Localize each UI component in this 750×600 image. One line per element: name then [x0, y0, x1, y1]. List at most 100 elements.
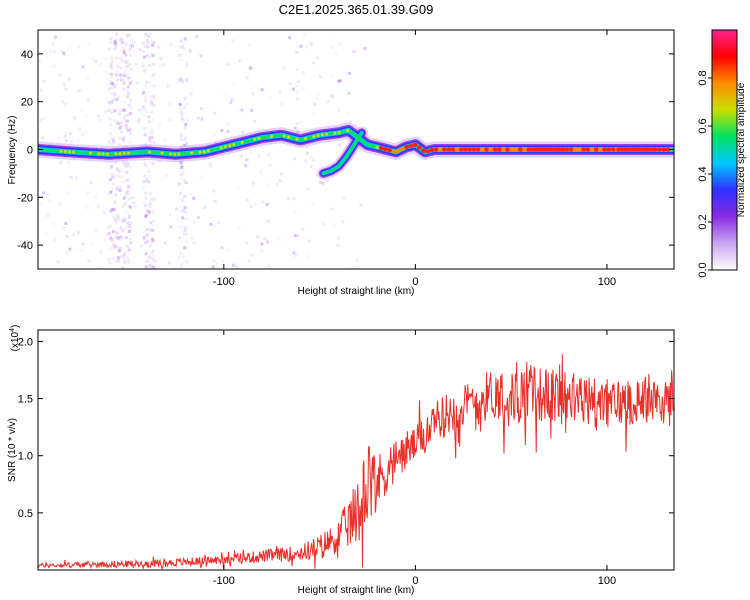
noise-speck	[122, 108, 126, 112]
noise-speck	[115, 121, 119, 125]
noise-speck	[122, 161, 126, 165]
noise-speck	[183, 181, 187, 184]
noise-speck	[143, 162, 147, 166]
noise-speck	[126, 72, 130, 76]
noise-speck	[250, 109, 254, 112]
noise-speck	[121, 108, 125, 112]
hotspot	[147, 150, 152, 154]
noise-speck	[191, 236, 195, 240]
noise-speck	[113, 40, 117, 44]
noise-speck	[199, 54, 203, 58]
noise-speck	[122, 45, 126, 49]
noise-speck	[122, 51, 126, 54]
noise-speck	[39, 118, 43, 122]
noise-speck	[147, 35, 150, 38]
noise-speck	[325, 179, 329, 183]
noise-speck	[275, 182, 279, 186]
noise-speck	[341, 220, 345, 224]
noise-speck	[62, 226, 66, 230]
noise-speck	[341, 146, 345, 150]
noise-speck	[134, 62, 138, 66]
noise-speck	[65, 234, 69, 238]
hotspot	[291, 136, 295, 140]
noise-speck	[115, 259, 119, 263]
noise-speck	[184, 217, 188, 221]
noise-speck	[141, 104, 145, 108]
noise-speck	[124, 53, 128, 57]
noise-speck	[296, 233, 300, 237]
noise-speck	[126, 93, 130, 97]
noise-speck	[163, 241, 167, 245]
hotspot	[63, 149, 67, 154]
noise-speck	[113, 40, 117, 43]
noise-speck	[123, 261, 127, 264]
noise-speck	[151, 223, 154, 226]
noise-speck	[349, 119, 353, 123]
hotspot	[378, 146, 384, 151]
noise-speck	[113, 245, 117, 249]
hotspot	[606, 147, 612, 152]
noise-speck	[107, 193, 111, 197]
hotspot	[337, 131, 341, 135]
noise-speck	[127, 92, 131, 96]
hotspot	[598, 147, 603, 152]
noise-speck	[231, 39, 235, 43]
noise-speck	[111, 137, 115, 141]
noise-speck	[109, 236, 112, 240]
noise-speck	[117, 78, 121, 82]
noise-speck	[203, 206, 207, 210]
hotspot	[236, 142, 240, 146]
noise-speck	[313, 102, 317, 106]
noise-speck	[226, 130, 230, 133]
noise-speck	[182, 232, 186, 236]
noise-speck	[179, 138, 183, 141]
hotspot	[287, 135, 291, 139]
noise-speck	[129, 67, 133, 71]
noise-speck	[120, 78, 124, 82]
noise-speck	[297, 80, 300, 84]
noise-speck	[148, 265, 152, 269]
noise-speck	[144, 215, 148, 219]
noise-speck	[181, 254, 185, 258]
noise-speck	[179, 173, 183, 177]
noise-speck	[40, 88, 43, 92]
noise-speck	[119, 255, 123, 258]
noise-speck	[184, 232, 188, 236]
noise-speck	[65, 191, 69, 194]
noise-speck	[183, 98, 187, 102]
noise-speck	[121, 86, 125, 90]
noise-speck	[113, 200, 117, 204]
noise-speck	[111, 230, 115, 234]
noise-speck	[151, 239, 155, 243]
noise-speck	[129, 241, 133, 245]
noise-speck	[109, 102, 113, 106]
noise-speck	[193, 241, 196, 245]
hotspot	[581, 147, 586, 152]
noise-speck	[103, 58, 107, 62]
noise-speck	[151, 74, 155, 78]
hotspot	[67, 150, 71, 154]
noise-speck	[245, 76, 249, 80]
noise-speck	[152, 141, 156, 145]
noise-speck	[117, 168, 121, 172]
noise-speck	[98, 250, 102, 253]
noise-speck	[230, 98, 234, 101]
noise-speck	[42, 191, 45, 195]
noise-speck	[143, 133, 147, 137]
hotspot	[526, 147, 532, 152]
hotspot	[76, 150, 80, 154]
noise-speck	[196, 116, 200, 120]
noise-speck	[148, 256, 152, 259]
hotspot	[585, 147, 591, 152]
noise-speck	[303, 33, 307, 37]
noise-speck	[129, 237, 132, 241]
noise-speck	[309, 165, 313, 169]
noise-speck	[65, 139, 68, 143]
noise-speck	[288, 36, 292, 40]
noise-speck	[113, 85, 117, 89]
noise-speck	[137, 118, 141, 122]
noise-speck	[311, 202, 314, 206]
noise-speck	[197, 216, 201, 219]
hotspot	[152, 150, 156, 154]
noise-speck	[146, 54, 150, 57]
